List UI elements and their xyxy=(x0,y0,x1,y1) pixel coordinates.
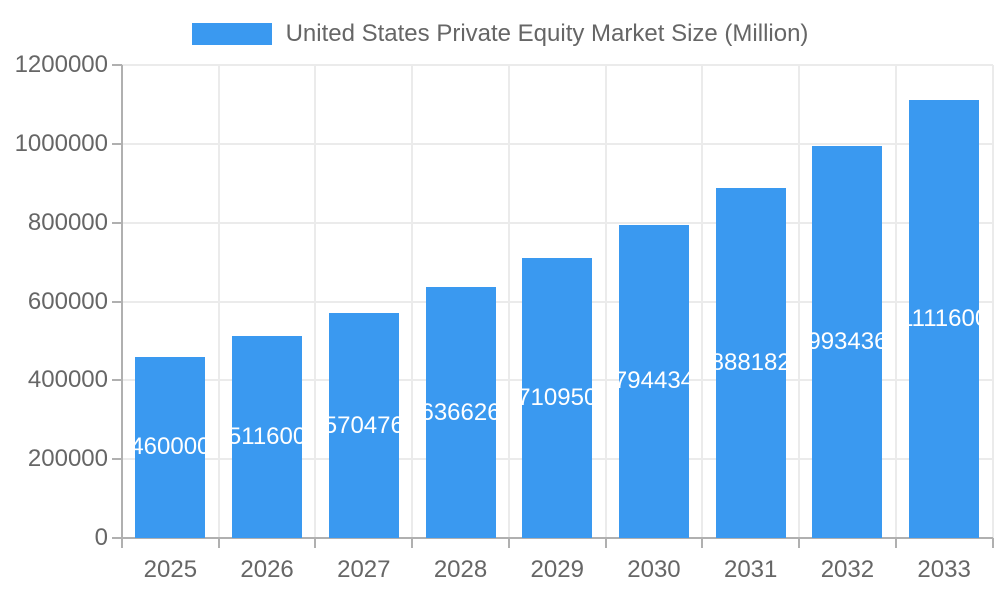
x-axis-tick xyxy=(217,538,220,548)
y-axis-line xyxy=(121,65,123,540)
x-axis-tick-label: 2031 xyxy=(723,556,778,583)
x-axis-tick xyxy=(798,538,801,548)
y-axis-tick xyxy=(112,300,122,303)
gridline-vertical xyxy=(314,65,317,538)
y-axis-tick xyxy=(112,221,122,224)
bar-value-label: 1111600 xyxy=(909,304,979,332)
x-axis-tick-label: 2029 xyxy=(530,556,584,583)
y-axis-tick xyxy=(112,142,122,145)
y-axis-tick-label: 800000 xyxy=(27,208,108,236)
bar[interactable]: 636626 xyxy=(425,287,496,538)
bar-value-label: 888182 xyxy=(715,348,786,376)
x-axis-tick xyxy=(894,538,897,548)
x-axis-tick-label: 2033 xyxy=(917,556,971,583)
x-axis-tick xyxy=(121,538,123,548)
gridline-horizontal xyxy=(122,64,993,66)
gridline-horizontal xyxy=(122,142,993,145)
gridline-vertical xyxy=(411,65,414,538)
x-axis-tick-label: 2025 xyxy=(143,556,198,583)
legend-swatch[interactable] xyxy=(191,23,272,45)
x-axis-tick xyxy=(411,538,414,548)
y-axis-tick xyxy=(112,64,122,66)
x-axis-tick xyxy=(604,538,607,548)
bar-value-label: 460000 xyxy=(135,433,206,461)
bar-value-label: 710950 xyxy=(522,383,593,411)
y-axis-tick-label: 1200000 xyxy=(14,51,108,78)
gridline-horizontal xyxy=(122,221,993,224)
y-axis-tick-label: 400000 xyxy=(27,366,108,394)
bar[interactable]: 993436 xyxy=(812,146,883,538)
bar-value-label: 570476 xyxy=(328,411,399,439)
x-axis-tick-label: 2026 xyxy=(240,556,294,583)
x-axis-tick-label: 2030 xyxy=(627,556,681,583)
bar[interactable]: 710950 xyxy=(522,257,593,538)
bar-value-label: 794434 xyxy=(618,367,689,395)
gridline-vertical xyxy=(991,65,994,538)
gridline-vertical xyxy=(217,65,220,538)
bar[interactable]: 511600 xyxy=(232,336,303,538)
gridline-vertical xyxy=(701,65,704,538)
gridline-vertical xyxy=(604,65,607,538)
y-axis-tick-label: 0 xyxy=(94,524,108,551)
x-axis-line xyxy=(112,537,993,539)
gridline-vertical xyxy=(894,65,897,538)
y-axis-tick-label: 600000 xyxy=(27,287,108,315)
y-axis-tick xyxy=(112,379,122,382)
x-axis-tick xyxy=(701,538,704,548)
x-axis-tick xyxy=(507,538,510,548)
legend[interactable]: United States Private Equity Market Size… xyxy=(0,20,1000,48)
bar[interactable]: 794434 xyxy=(618,224,689,538)
x-axis-tick xyxy=(991,538,994,548)
bar[interactable]: 1111600 xyxy=(909,99,980,538)
legend-label: United States Private Equity Market Size… xyxy=(285,20,809,47)
bar[interactable]: 570476 xyxy=(328,313,399,538)
bar-value-label: 993436 xyxy=(812,328,883,356)
y-axis-tick xyxy=(112,458,122,461)
bar[interactable]: 888182 xyxy=(715,187,786,538)
bar[interactable]: 460000 xyxy=(135,356,206,538)
bar-value-label: 636626 xyxy=(425,398,496,426)
gridline-vertical xyxy=(798,65,801,538)
x-axis-tick-label: 2027 xyxy=(337,556,391,583)
y-axis-tick-label: 1000000 xyxy=(14,129,108,157)
x-axis-tick-label: 2032 xyxy=(820,556,875,583)
bar-value-label: 511600 xyxy=(232,423,303,451)
x-axis-tick-label: 2028 xyxy=(433,556,488,583)
gridline-vertical xyxy=(507,65,510,538)
x-axis-tick xyxy=(314,538,317,548)
y-axis-tick-label: 200000 xyxy=(27,445,108,473)
